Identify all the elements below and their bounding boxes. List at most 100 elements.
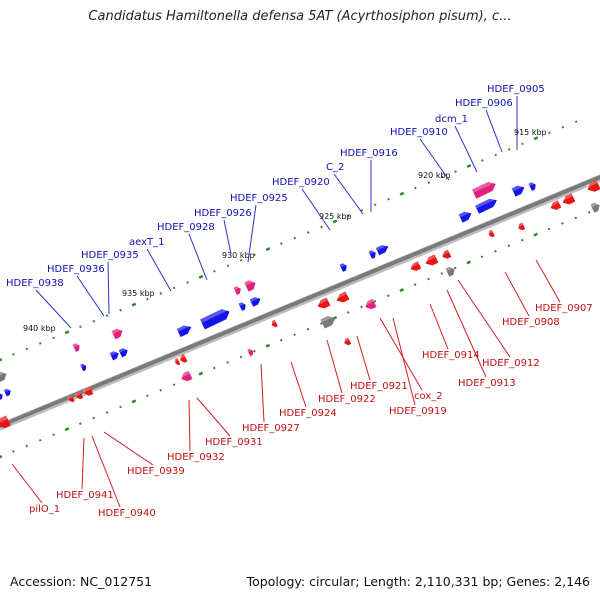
forward-label-leader [146, 248, 172, 292]
tick-mark [507, 244, 511, 248]
reverse-gene [270, 319, 278, 328]
gene-highlight [342, 337, 350, 343]
gene-body [3, 388, 11, 397]
lower-tick-row [0, 210, 591, 459]
reverse-gene-label: HDEF_0912 [482, 358, 540, 369]
gene-body [76, 391, 84, 400]
gene-body [410, 261, 422, 271]
reverse-label-leader [91, 435, 121, 508]
reverse-gene [342, 337, 352, 346]
gene-highlight [445, 265, 455, 272]
gene-highlight [315, 297, 328, 306]
reverse-gene [408, 261, 422, 271]
reverse-gene-label: pilO_1 [29, 504, 60, 515]
gene-highlight [590, 201, 600, 208]
tick-mark [494, 153, 498, 157]
tick-mark [239, 258, 243, 262]
tick-mark [105, 411, 109, 414]
gene-highlight [118, 346, 128, 353]
tick-mark [466, 164, 472, 168]
rna-gene [244, 278, 256, 292]
gene-highlight [334, 291, 347, 300]
gene-body [368, 250, 376, 259]
tick-mark [533, 232, 538, 237]
tick-mark [306, 231, 310, 234]
gene-highlight [472, 179, 496, 193]
gene-highlight [173, 357, 179, 362]
reverse-gene-label: HDEF_0939 [127, 466, 185, 477]
tick-mark [105, 314, 109, 317]
gene-highlight [368, 249, 376, 255]
forward-label-leader [419, 138, 450, 181]
reverse-gene [487, 229, 495, 238]
gene-highlight [585, 179, 598, 189]
tick-mark [226, 361, 229, 364]
tick-mark [413, 283, 417, 286]
gene-highlight [363, 298, 374, 306]
tick-mark [507, 148, 511, 151]
gene-highlight [548, 200, 559, 208]
kbp-marker: 925 kbp [319, 212, 352, 221]
gene-body [458, 211, 472, 223]
gene-highlight [339, 262, 347, 268]
reverse-label-leader [188, 399, 191, 452]
tick-mark [25, 444, 29, 448]
tick-mark [92, 416, 96, 420]
tick-mark [265, 247, 271, 252]
reverse-label-leader [290, 361, 307, 408]
tick-mark [52, 433, 55, 437]
gene-highlight [74, 391, 82, 397]
tick-mark [79, 325, 82, 329]
reverse-label-leader [103, 431, 154, 466]
tick-mark [399, 191, 405, 196]
gene-highlight [487, 229, 493, 235]
gene-highlight [233, 285, 241, 291]
gene-highlight [511, 183, 524, 192]
reverse-gene [67, 394, 75, 403]
forward-gene-label: HDEF_0920 [272, 177, 330, 188]
gene-body [336, 291, 350, 303]
gene-highlight [179, 370, 190, 378]
tick-mark [38, 342, 42, 345]
tick-mark [454, 170, 457, 173]
reverse-gene-label: HDEF_0919 [389, 406, 447, 417]
tick-mark [481, 159, 484, 162]
tick-mark [172, 383, 176, 387]
reverse-gene [315, 297, 331, 309]
gene-highlight [528, 181, 536, 187]
gene-body [233, 286, 241, 295]
reverse-gene [516, 222, 526, 231]
reverse-label-leader [535, 259, 561, 303]
gene-body [488, 229, 495, 238]
forward-label-leader [76, 275, 105, 317]
forward-gene [511, 183, 525, 197]
reverse-gene-label: cox_2 [414, 391, 443, 402]
forward-gene-label: HDEF_0910 [390, 127, 448, 138]
reverse-label-leader [356, 335, 371, 381]
reverse-label-leader [260, 363, 265, 423]
other-gene [445, 265, 455, 277]
reverse-gene [423, 254, 439, 266]
rna-gene [233, 285, 241, 295]
tick-mark [79, 422, 82, 425]
reverse-gene-label: HDEF_0940 [98, 508, 156, 519]
gene-body [0, 415, 11, 429]
forward-gene-label: HDEF_0928 [157, 222, 215, 233]
tick-mark [146, 297, 149, 301]
tick-mark [480, 255, 484, 259]
reverse-label-leader [446, 289, 487, 378]
tick-mark [306, 327, 310, 331]
reverse-label-leader [429, 303, 449, 350]
tick-mark [265, 343, 271, 348]
gene-body [518, 222, 526, 231]
gene-body [111, 328, 123, 340]
tick-mark [533, 136, 539, 141]
forward-gene [475, 196, 497, 214]
rna-gene [472, 179, 496, 199]
gene-highlight [178, 354, 186, 360]
forward-gene [375, 242, 389, 256]
tick-mark [293, 236, 297, 240]
kbp-marker: 930 kbp [222, 251, 255, 260]
gene-body [118, 348, 128, 358]
reverse-label-leader [81, 437, 85, 490]
